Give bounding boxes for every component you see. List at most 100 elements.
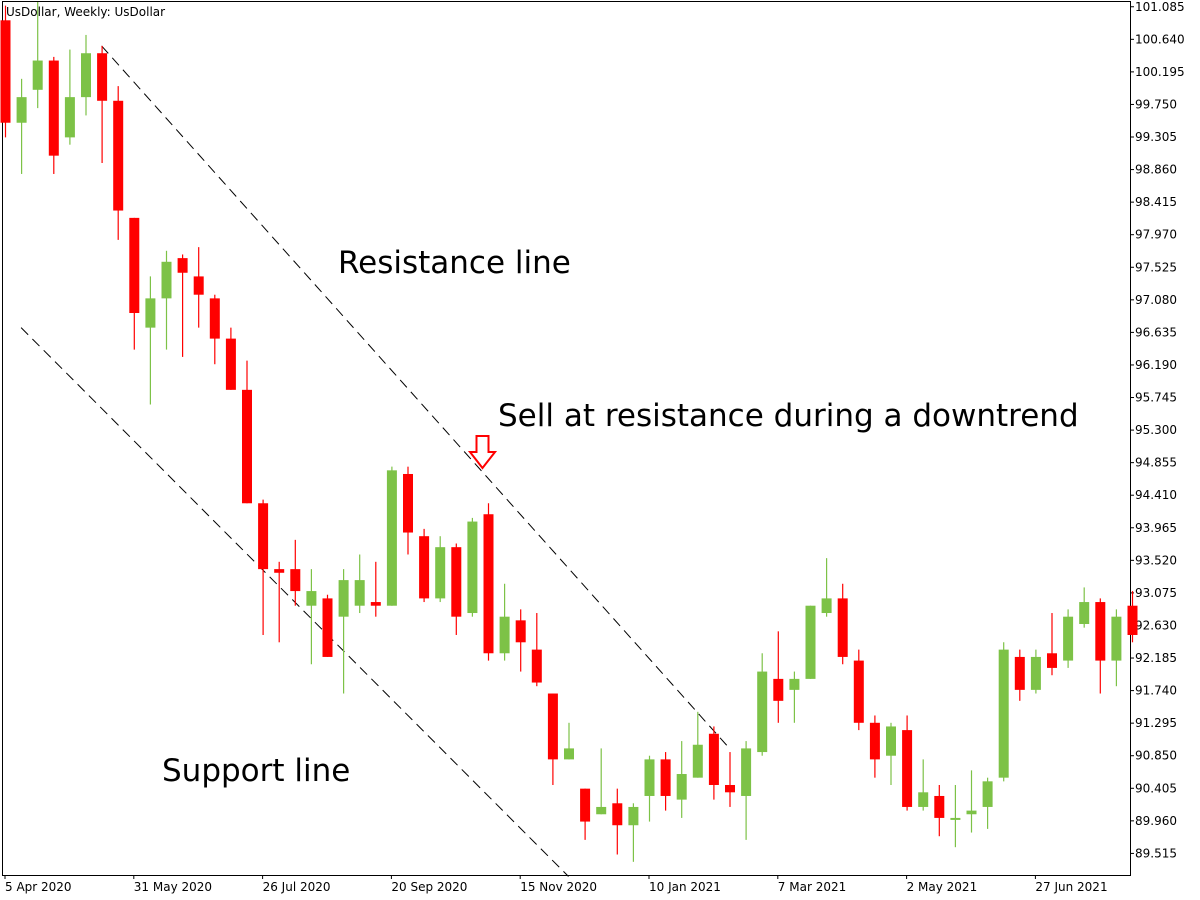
candle	[805, 605, 816, 679]
candle	[1127, 591, 1138, 643]
candle	[1030, 649, 1041, 694]
support-line-label: Support line	[162, 753, 350, 789]
plot-frame	[2, 1, 1131, 876]
x-tick-label: 7 Mar 2021	[778, 880, 846, 894]
candle	[258, 499, 269, 635]
y-tick-label: 94.410	[1135, 488, 1177, 502]
candle	[515, 609, 526, 672]
x-tick-label: 10 Jan 2021	[649, 880, 721, 894]
candle-body	[113, 100, 124, 211]
x-tick-label: 15 Nov 2020	[520, 880, 597, 894]
y-tick-label: 93.520	[1135, 553, 1177, 567]
candle-body	[515, 620, 526, 643]
candle-body	[1127, 605, 1138, 635]
candle-body	[225, 338, 236, 390]
candle-body	[483, 514, 494, 654]
y-tick-label: 97.970	[1135, 228, 1177, 242]
candle	[869, 715, 880, 778]
candle	[338, 569, 349, 694]
candle-body	[290, 569, 301, 592]
candle	[692, 711, 703, 778]
candle	[274, 561, 285, 643]
y-tick-label: 94.855	[1135, 456, 1177, 470]
y-axis: 101.085 100.640 100.195 99.750 99.305 98.860 9…	[1130, 0, 1185, 860]
candle-body	[998, 649, 1009, 778]
y-tick-label: 99.750	[1135, 97, 1177, 111]
candle	[306, 569, 317, 665]
candle-body	[64, 97, 75, 138]
candle	[531, 613, 542, 687]
candle	[725, 752, 735, 807]
candle-body	[467, 521, 478, 614]
candle-body	[773, 678, 784, 701]
candle-body	[338, 580, 349, 617]
candle	[177, 254, 188, 357]
y-tick-label: 99.305	[1135, 130, 1177, 144]
candle	[322, 594, 333, 657]
candle-body	[708, 733, 719, 785]
candle	[1047, 613, 1057, 676]
candle	[193, 247, 204, 328]
candle	[16, 78, 27, 174]
candle-body	[274, 569, 285, 573]
candle	[982, 777, 993, 829]
candle	[902, 715, 913, 811]
candle-body	[209, 298, 220, 339]
candle-body	[1030, 656, 1041, 690]
candle	[950, 784, 961, 848]
candle-body	[129, 217, 140, 314]
candle	[789, 671, 800, 723]
candle-body	[757, 671, 768, 753]
candle	[145, 276, 156, 405]
candle-body	[580, 788, 591, 822]
candle	[547, 693, 558, 785]
candles	[0, 2, 1138, 862]
candle-body	[821, 598, 832, 614]
candle-body	[81, 53, 91, 98]
candle-body	[547, 693, 558, 760]
candle-body	[435, 547, 446, 599]
candle-body	[48, 60, 59, 156]
candle	[998, 642, 1009, 782]
candle-body	[306, 591, 317, 606]
candle	[934, 784, 945, 837]
y-tick-label: 93.075	[1135, 586, 1177, 600]
y-tick-label: 92.185	[1135, 651, 1177, 665]
candle	[290, 539, 301, 606]
candle-body	[531, 649, 542, 683]
y-tick-label: 92.630	[1135, 618, 1177, 632]
candle	[209, 294, 220, 365]
candle-body	[1095, 602, 1106, 661]
candle	[1079, 587, 1090, 628]
sell-arrow-icon	[467, 435, 498, 470]
candle	[837, 583, 848, 665]
candle	[966, 770, 977, 833]
y-tick-label: 93.965	[1135, 521, 1177, 535]
candle	[419, 528, 430, 603]
candle	[1095, 598, 1106, 694]
candle-body	[660, 759, 671, 796]
candle-body	[805, 605, 816, 679]
candle-body	[354, 580, 365, 606]
candle	[580, 788, 591, 840]
candle-body	[1014, 656, 1025, 690]
candle	[853, 649, 864, 731]
y-tick-label: 96.635	[1135, 325, 1177, 339]
candle-body	[419, 536, 430, 599]
trendlines	[20, 45, 730, 877]
candle	[708, 726, 719, 800]
y-tick-label: 100.640	[1135, 32, 1185, 46]
candle-body	[1079, 602, 1090, 625]
candle-body	[644, 759, 655, 796]
candle	[467, 517, 478, 617]
candle-body	[177, 258, 188, 273]
x-tick-label: 5 Apr 2020	[5, 880, 72, 894]
candle	[161, 250, 172, 350]
y-tick-label: 89.515	[1135, 846, 1177, 860]
resistance-line-label: Resistance line	[338, 245, 571, 281]
candle-body	[789, 678, 800, 690]
candle	[499, 583, 510, 661]
x-axis: 5 Apr 2020 31 May 2020 26 Jul 2020 20 Sep 2…	[4, 875, 1108, 894]
candle-body	[370, 602, 381, 606]
